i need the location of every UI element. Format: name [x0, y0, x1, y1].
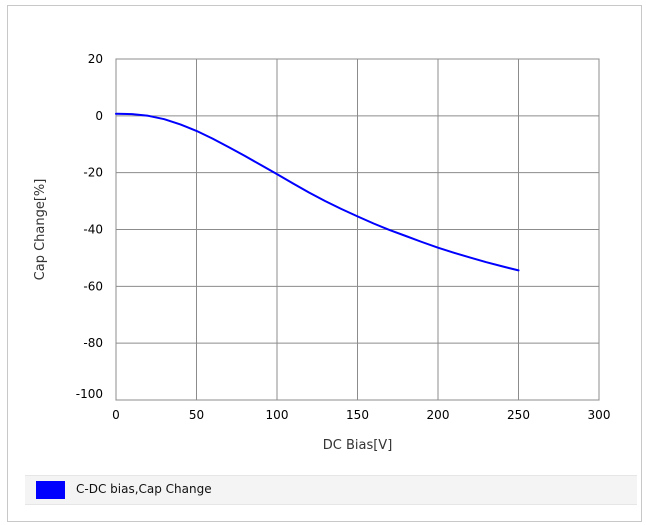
y-axis-label: Cap Change[%] — [33, 179, 48, 281]
legend-label: C-DC bias,Cap Change — [76, 482, 212, 496]
x-tick-label: 200 — [427, 408, 450, 422]
x-axis-label: DC Bias[V] — [323, 438, 393, 453]
y-tick-label: -40 — [83, 223, 103, 237]
x-tick-label: 150 — [346, 408, 369, 422]
y-tick-label: -20 — [83, 166, 103, 180]
series-layer — [115, 112, 520, 272]
legend-swatch — [36, 481, 65, 499]
grid — [115, 58, 600, 401]
x-tick-label: 250 — [507, 408, 530, 422]
y-axis-ticks: 20 0 -20 -40 -60 -80 -100 — [76, 52, 103, 401]
legend: C-DC bias,Cap Change — [25, 475, 637, 505]
y-tick-label: -100 — [76, 387, 103, 401]
y-tick-label: -80 — [83, 336, 103, 350]
y-tick-label: 20 — [88, 52, 103, 66]
y-tick-label: 0 — [95, 109, 103, 123]
y-tick-label: -60 — [83, 279, 103, 293]
x-tick-label: 50 — [189, 408, 204, 422]
x-tick-label: 0 — [112, 408, 120, 422]
x-tick-label: 300 — [588, 408, 611, 422]
x-axis-ticks: 0 50 100 150 200 250 300 — [112, 408, 610, 422]
series-line — [115, 112, 520, 272]
x-tick-label: 100 — [266, 408, 289, 422]
